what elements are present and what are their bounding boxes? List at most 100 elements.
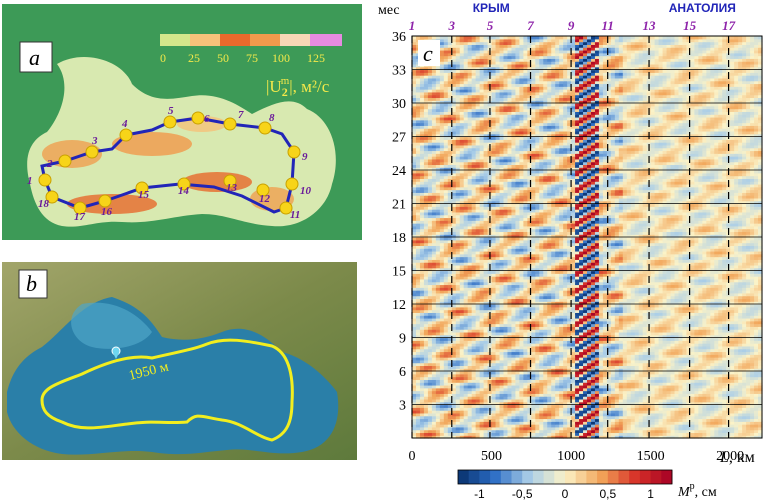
heatmap-cell: [610, 371, 616, 375]
heatmap-cell: [447, 379, 453, 383]
heatmap-cell: [455, 379, 461, 383]
heatmap-cell: [499, 421, 505, 425]
heatmap-cell: [726, 368, 731, 372]
heatmap-cell: [539, 401, 544, 406]
heatmap-cell: [682, 382, 688, 386]
heatmap-cell: [535, 284, 540, 288]
heatmap-cell: [467, 354, 473, 358]
heatmap-cell: [551, 309, 556, 313]
heatmap-cell: [435, 426, 441, 431]
heatmap-cell: [507, 329, 513, 333]
heatmap-cell: [722, 376, 727, 380]
heatmap-cell: [571, 429, 576, 434]
heatmap-cell: [503, 418, 509, 422]
heatmap-cell: [702, 348, 707, 353]
heatmap-cell: [698, 357, 703, 361]
heatmap-cell: [742, 424, 747, 428]
heatmap-cell: [583, 404, 588, 408]
heatmap-cell: [535, 415, 540, 420]
heatmap-cell: [674, 306, 680, 311]
heatmap-cell: [598, 429, 604, 434]
heatmap-cell: [590, 331, 596, 336]
heatmap-cell: [638, 301, 644, 305]
heatmap-cell: [686, 334, 692, 339]
heatmap-cell: [487, 365, 493, 369]
heatmap-cell: [571, 387, 576, 392]
heatmap-cell: [670, 320, 676, 325]
heatmap-cell: [451, 382, 457, 386]
heatmap-cell: [626, 418, 632, 422]
heatmap-cell: [579, 412, 584, 417]
heatmap-cell: [638, 317, 644, 322]
heatmap-cell: [726, 317, 731, 322]
heatmap-cell: [622, 390, 628, 394]
station-marker: [258, 121, 272, 135]
heatmap-cell: [587, 424, 592, 428]
heatmap-cell: [451, 421, 457, 425]
heatmap-cell: [594, 368, 600, 372]
heatmap-cell: [495, 357, 501, 361]
heatmap-cell: [483, 418, 489, 422]
heatmap-cell: [630, 424, 636, 428]
heatmap-cell: [590, 326, 596, 330]
heatmap-cell: [583, 410, 588, 414]
heatmap-cell: [710, 337, 715, 341]
heatmap-cell: [571, 379, 576, 383]
heatmap-cell: [559, 281, 564, 286]
heatmap-cell: [738, 382, 743, 386]
heatmap-cell: [447, 320, 453, 325]
heatmap-cell: [551, 340, 556, 344]
heatmap-cell: [598, 362, 604, 367]
heatmap-cell: [495, 312, 501, 316]
heatmap-cell: [471, 435, 477, 439]
heatmap-cell: [543, 312, 548, 316]
heatmap-cell: [630, 401, 636, 406]
heatmap-cell: [590, 404, 596, 408]
heatmap-cell: [475, 292, 481, 297]
heatmap-cell: [674, 351, 680, 355]
heatmap-cell: [662, 351, 668, 355]
heatmap-cell: [567, 371, 572, 375]
heatmap-cell: [598, 432, 604, 436]
heatmap-cell: [650, 429, 656, 434]
heatmap-cell: [579, 387, 584, 392]
heatmap-cell: [475, 404, 481, 408]
heatmap-cell: [610, 362, 616, 367]
station-label: 6: [204, 113, 210, 125]
heatmap-cell: [539, 290, 544, 294]
heatmap-cell: [694, 359, 699, 364]
heatmap-cell: [443, 345, 449, 350]
heatmap-cell: [670, 309, 676, 313]
heatmap-cell: [686, 379, 692, 383]
heatmap-cell: [686, 329, 692, 333]
heatmap-cell: [575, 323, 580, 327]
heatmap-cell: [730, 331, 735, 336]
heatmap-cell: [714, 384, 719, 389]
heatmap-cell: [750, 340, 755, 344]
heatmap-cell: [610, 326, 616, 330]
heatmap-cell: [491, 340, 497, 344]
heatmap-cell: [654, 424, 660, 428]
heatmap-cell: [527, 365, 532, 369]
heatmap-cell: [742, 382, 747, 386]
heatmap-cell: [431, 331, 437, 336]
heatmap-cell: [694, 435, 699, 439]
heatmap-cell: [471, 412, 477, 417]
heatmap-cell: [427, 315, 433, 319]
heatmap-cell: [435, 379, 441, 383]
station-marker: [58, 154, 72, 168]
heatmap-cell: [547, 424, 552, 428]
heatmap-cell: [511, 304, 517, 308]
heatmap-cell: [626, 351, 632, 355]
heatmap-cell: [598, 312, 604, 316]
heatmap-cell: [646, 415, 652, 420]
heatmap-cell: [694, 429, 699, 434]
heatmap-cell: [722, 415, 727, 420]
heatmap-cell: [555, 357, 560, 361]
heatmap-cell: [459, 301, 465, 305]
heatmap-cell: [503, 326, 509, 330]
heatmap-cell: [567, 362, 572, 367]
heatmap-cell: [686, 348, 692, 353]
heatmap-cell: [575, 373, 580, 378]
heatmap-cell: [690, 351, 695, 355]
